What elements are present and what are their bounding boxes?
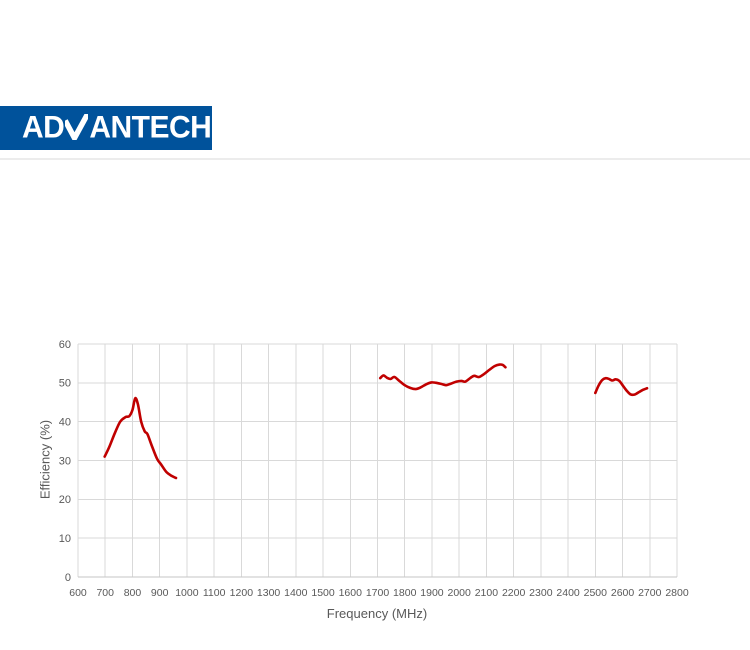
x-tick-label: 1200 [230, 587, 254, 599]
x-tick-label: 2700 [638, 587, 662, 599]
x-tick-label: 600 [69, 587, 87, 599]
x-tick-label: 2000 [448, 587, 472, 599]
x-tick-label: 1600 [339, 587, 363, 599]
efficiency-series-high-band-segment [594, 376, 649, 397]
logo-text-ad: AD [22, 110, 65, 145]
logo-v-icon [65, 114, 89, 140]
x-tick-label: 800 [124, 587, 142, 599]
efficiency-series-mid-band-segment [378, 363, 507, 391]
x-tick-label: 900 [151, 587, 169, 599]
y-tick-label: 30 [59, 455, 71, 467]
y-tick-label: 10 [59, 533, 71, 545]
x-tick-label: 1800 [393, 587, 417, 599]
x-tick-label: 1700 [366, 587, 390, 599]
y-tick-label: 20 [59, 494, 71, 506]
x-tick-label: 1000 [175, 587, 199, 599]
x-tick-label: 700 [96, 587, 114, 599]
x-tick-label: 2300 [529, 587, 553, 599]
x-tick-label: 2100 [475, 587, 499, 599]
y-axis-title: Efficiency (%) [37, 419, 53, 500]
x-tick-label: 1100 [203, 587, 226, 599]
x-tick-label: 1900 [420, 587, 444, 599]
x-tick-label: 2600 [611, 587, 635, 599]
header-divider [0, 158, 750, 160]
y-tick-label: 0 [65, 572, 71, 584]
x-tick-label: 1300 [257, 587, 281, 599]
x-tick-label: 2400 [556, 587, 580, 599]
x-tick-label: 2800 [665, 587, 689, 599]
y-tick-label: 60 [59, 339, 71, 351]
x-tick-label: 2500 [584, 587, 608, 599]
x-tick-label: 2200 [502, 587, 526, 599]
x-tick-label: 1400 [284, 587, 308, 599]
logo-text-antech: ANTECH [89, 110, 212, 145]
y-tick-label: 50 [59, 378, 71, 390]
efficiency-series-low-band-segment [103, 396, 178, 480]
x-axis-title: Frequency (MHz) [326, 606, 428, 621]
y-tick-label: 40 [59, 416, 71, 428]
x-tick-label: 1500 [311, 587, 335, 599]
advantech-logo: AD ANTECH [0, 106, 212, 150]
